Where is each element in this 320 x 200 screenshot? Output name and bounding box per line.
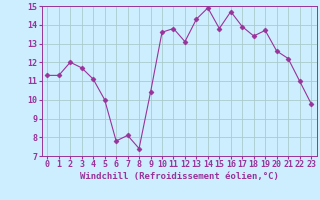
X-axis label: Windchill (Refroidissement éolien,°C): Windchill (Refroidissement éolien,°C) bbox=[80, 172, 279, 181]
